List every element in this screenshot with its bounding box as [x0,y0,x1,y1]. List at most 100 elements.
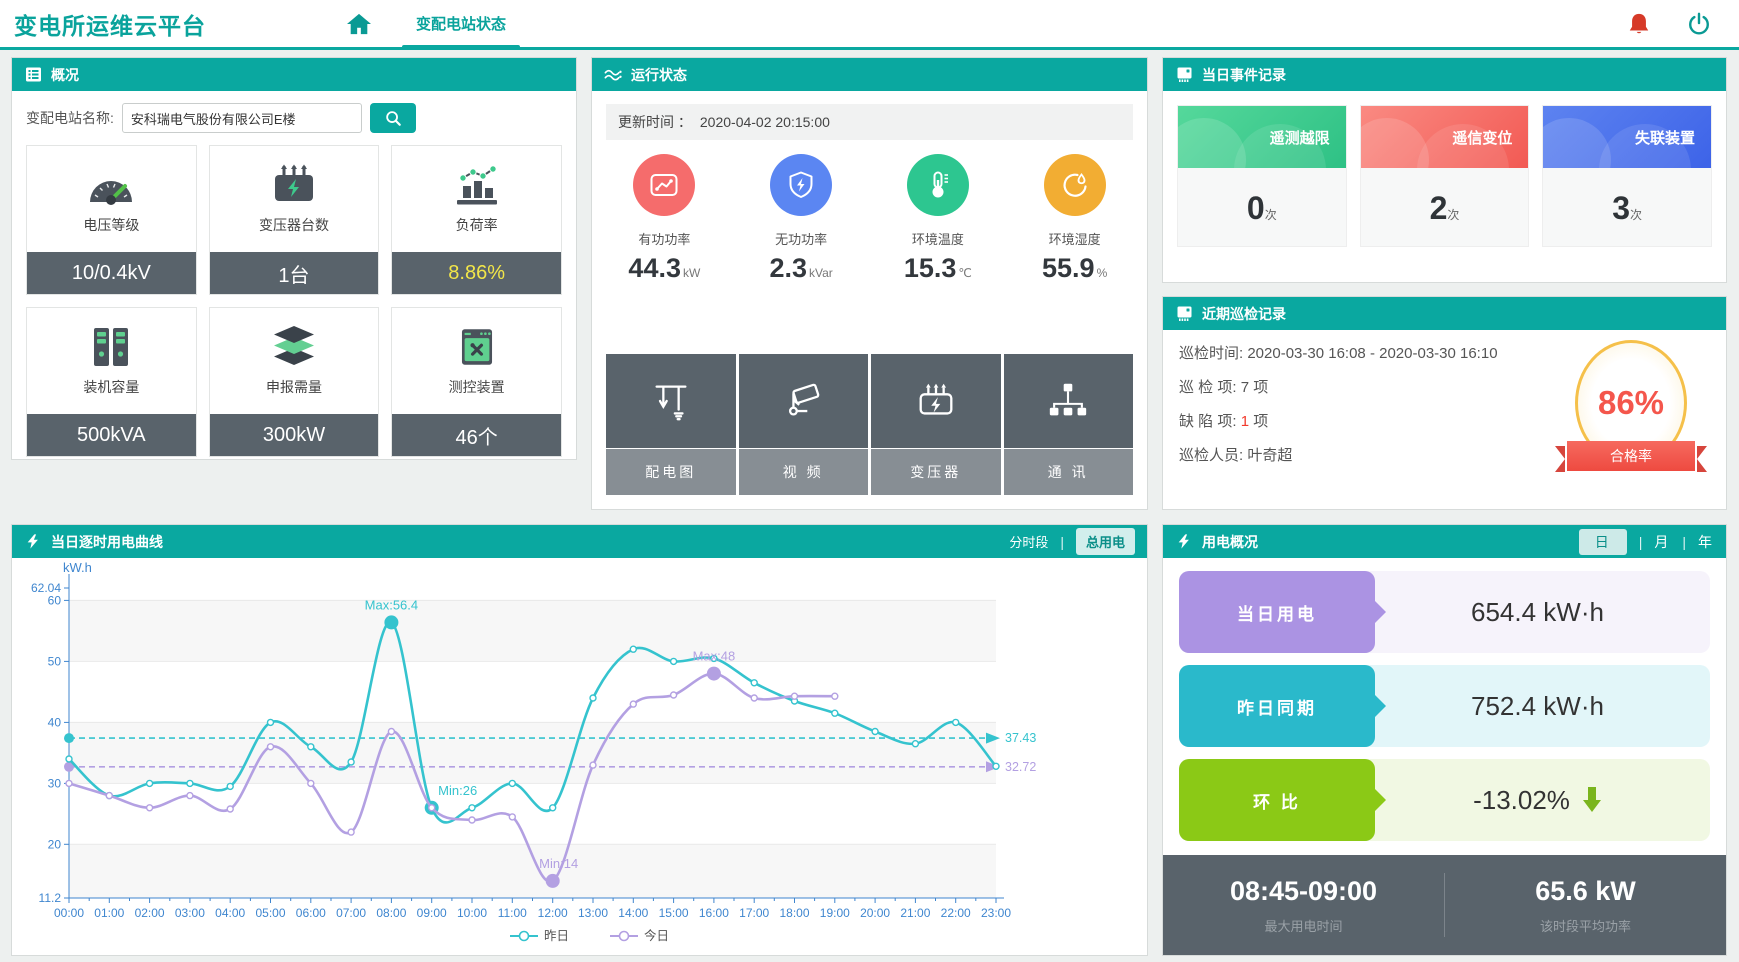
svg-text:20: 20 [48,837,62,851]
inspection-line-value: 2020-03-30 16:08 - 2020-03-30 16:10 [1247,345,1498,362]
station-search: 变配电站名称: [26,103,562,133]
running-status-panel: 运行状态 更新时间 ： 2020-04-02 20:15:00 有功功率 44.… [591,57,1148,510]
status-action-label: 变压器 [871,449,1001,495]
inspection-lines: 巡检时间: 2020-03-30 16:08 - 2020-03-30 16:1… [1163,330,1726,465]
search-icon [384,109,402,127]
app-title: 变电所运维云平台 [14,12,206,39]
svg-text:13:00: 13:00 [578,906,608,920]
footer-divider [1444,873,1445,937]
network-icon [1046,379,1090,423]
layers-icon [268,325,320,368]
status-action-label: 通 讯 [1003,449,1133,495]
tab-substation-status[interactable]: 变配电站状态 [401,13,521,49]
pass-rate-badge: 86% 合格率 [1555,340,1707,472]
inspection-header: 近期巡检记录 [1163,297,1726,330]
home-icon[interactable] [346,12,372,36]
svg-text:昨日: 昨日 [544,929,569,943]
usage-rows: 当日用电 654.4 kW·h 昨日同期 752.4 kW·h 环 比 -13.… [1163,558,1726,841]
footer-label: 该时段平均功率 [1539,918,1631,934]
stat-card-label: 电压等级 [83,216,140,233]
svg-text:12:00: 12:00 [538,906,568,920]
svg-text:18:00: 18:00 [779,906,809,920]
defect-count: 1 [1240,413,1250,430]
panel-title: 概况 [51,66,79,83]
station-search-label: 变配电站名称: [26,110,114,126]
inspection-line: 巡检人员: 叶奇超 [1179,444,1546,465]
stat-card: 申报需量 300kW [208,307,380,457]
overview-panel-header: 概况 [12,58,576,91]
usage-row: 当日用电 654.4 kW·h [1179,571,1710,653]
stat-card-value: 500kVA [27,414,196,456]
status-metric: 环境温度 15.3 ℃ [870,154,1007,284]
tab-day[interactable]: 日 [1578,528,1627,555]
svg-text:05:00: 05:00 [255,906,285,920]
status-action-button[interactable]: 通 讯 [1003,354,1133,495]
daily-events-header: 当日事件记录 [1163,58,1726,91]
update-time-label: 更新时间 ： [618,114,692,130]
bell-icon[interactable] [1627,12,1651,36]
servers-icon [85,326,137,368]
event-count: 0 [1246,190,1265,226]
power-icon[interactable] [1687,12,1711,36]
hourly-usage-header: 当日逐时用电曲线 分时段 | 总用电 [12,525,1147,558]
transformer-box-icon [914,379,958,423]
svg-text:14:00: 14:00 [618,906,648,920]
metric-value: 2.3 kVar [769,253,833,283]
event-count-unit: 次 [1264,208,1277,222]
overview-cards: 电压等级 10/0.4kV 变压器台数 1台 负荷率 8.86% 装机容量 50… [26,145,562,457]
metric-unit: % [1096,266,1108,280]
metric-unit: ℃ [958,266,972,280]
svg-text:21:00: 21:00 [900,906,930,920]
daily-usage-chart: 11.2 20 30 40 50 60 62.04 00:00 01:00 02:00 03:00 0… [12,558,1147,955]
station-search-input[interactable] [121,103,362,133]
inspection-line-value: 7 项 [1240,379,1269,396]
svg-text:30: 30 [48,776,62,790]
status-metrics: 有功功率 44.3 kW 无功功率 2.3 kVar 环境温度 15.3 ℃ 环境湿度… [596,154,1143,284]
search-button[interactable] [369,103,416,133]
svg-text:03:00: 03:00 [175,906,205,920]
wave-icon [604,66,622,84]
status-action-button[interactable]: 视 频 [738,354,868,495]
panel-title: 当日事件记录 [1202,66,1286,83]
energy-bolt-icon [1175,533,1193,551]
event-count: 3 [1612,190,1631,226]
toggle-by-period[interactable]: 分时段 [1009,535,1049,550]
tab-month[interactable]: 月 [1654,533,1671,550]
event-card-title: 遥信变位 [1360,106,1529,168]
svg-text:37.43: 37.43 [1005,731,1036,745]
stat-card: 测控装置 46个 [391,307,562,457]
event-count: 2 [1429,190,1448,226]
toggle-total-usage[interactable]: 总用电 [1075,528,1135,555]
record-icon [1175,305,1193,323]
tab-year[interactable]: 年 [1698,533,1714,550]
usage-row: 环 比 -13.02% [1179,759,1710,841]
inspection-line-label: 巡检时间: [1179,345,1244,362]
svg-text:15:00: 15:00 [659,906,689,920]
running-status-header: 运行状态 [592,58,1147,91]
usage-footer: 08:45-09:00 最大用电时间 65.6 kW 该时段平均功率 [1163,855,1726,955]
pass-rate-ribbon: 合格率 [1555,441,1707,472]
overview-panel: 概况 变配电站名称: 电压等级 10/0.4kV 变压器台数 1台 负荷率 [11,57,577,460]
status-action-button[interactable]: 变压器 [871,354,1001,495]
svg-text:04:00: 04:00 [215,906,245,920]
event-card-title: 失联装置 [1543,106,1711,168]
svg-text:40: 40 [48,715,62,729]
panel-title: 用电概况 [1202,533,1258,550]
inspection-line-value: 项 [1249,413,1269,430]
status-action-button[interactable]: 配电图 [606,354,736,495]
status-metric: 无功功率 2.3 kVar [733,154,870,284]
pass-rate-percent: 86% [1597,384,1665,421]
status-metric: 有功功率 44.3 kW [596,154,733,284]
inspection-line-label: 巡 检 项: [1179,379,1237,396]
update-time-value: 2020-04-02 20:15:00 [699,114,830,130]
inspection-line-value: 叶奇超 [1247,447,1293,464]
event-count-unit: 次 [1630,208,1643,222]
device-icon [454,326,500,368]
usage-row-value: 752.4 kW·h [1365,665,1710,747]
